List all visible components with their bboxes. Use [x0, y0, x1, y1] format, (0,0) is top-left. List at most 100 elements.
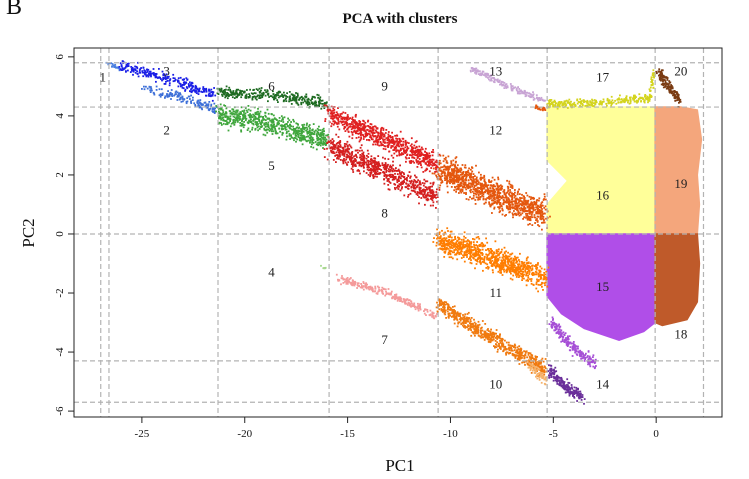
data-point — [159, 95, 162, 98]
data-point — [309, 129, 311, 132]
data-point — [516, 87, 518, 90]
data-point — [296, 96, 299, 98]
data-point — [323, 102, 326, 105]
data-point — [121, 69, 124, 71]
data-point — [330, 117, 332, 120]
data-point — [260, 119, 263, 122]
data-point — [257, 107, 259, 110]
data-point — [500, 80, 503, 83]
data-point — [518, 92, 521, 95]
data-point — [372, 169, 374, 172]
data-point — [296, 102, 299, 105]
data-point — [186, 79, 189, 81]
data-point — [350, 155, 352, 158]
data-point — [275, 125, 278, 127]
data-point — [235, 90, 238, 92]
data-point — [221, 112, 224, 115]
data-point — [229, 118, 231, 121]
data-point — [481, 254, 484, 256]
data-point — [371, 127, 373, 130]
data-point — [286, 135, 288, 138]
data-point — [196, 101, 199, 103]
data-point — [411, 154, 413, 157]
data-point — [392, 168, 395, 170]
data-point — [311, 95, 314, 98]
data-point — [330, 142, 332, 145]
data-point — [463, 166, 466, 169]
data-point — [484, 262, 487, 265]
data-point — [472, 182, 475, 185]
data-point — [294, 128, 296, 130]
data-point — [304, 100, 306, 103]
data-point — [296, 123, 299, 125]
data-point — [440, 181, 443, 184]
data-point — [459, 185, 462, 187]
data-point — [323, 138, 326, 141]
data-point — [507, 261, 509, 264]
data-point — [291, 99, 294, 102]
data-point — [167, 90, 169, 92]
data-point — [243, 113, 245, 115]
data-point — [353, 159, 355, 162]
data-point — [540, 211, 543, 214]
data-point — [447, 171, 449, 174]
data-point — [431, 172, 434, 175]
data-point — [289, 123, 292, 126]
data-point — [408, 160, 411, 163]
data-point — [377, 164, 380, 167]
data-point — [449, 236, 451, 238]
data-point — [465, 171, 468, 174]
data-point — [244, 117, 246, 120]
data-point — [490, 257, 493, 259]
data-point — [328, 109, 330, 111]
data-point — [392, 149, 395, 151]
data-point — [336, 155, 339, 157]
data-point — [299, 134, 302, 137]
data-point — [537, 272, 540, 275]
data-point — [481, 72, 484, 75]
data-point — [506, 205, 509, 208]
data-point — [343, 143, 346, 145]
data-point — [475, 263, 478, 265]
data-point — [213, 112, 216, 114]
data-point — [477, 251, 480, 253]
data-point — [347, 151, 350, 154]
data-point — [357, 122, 359, 125]
data-point — [308, 98, 310, 101]
data-point — [374, 157, 377, 160]
data-point — [360, 164, 362, 167]
data-point — [191, 81, 193, 84]
data-point — [533, 265, 536, 267]
data-point — [163, 77, 166, 80]
data-point — [389, 141, 392, 144]
data-point — [373, 167, 376, 169]
data-point — [473, 238, 476, 241]
data-point — [449, 165, 452, 167]
data-point — [490, 265, 493, 267]
data-point — [321, 128, 324, 131]
data-point — [435, 234, 438, 237]
data-point — [544, 99, 546, 102]
data-point — [211, 93, 214, 95]
data-point — [420, 193, 423, 195]
data-point — [222, 122, 225, 125]
data-point — [315, 148, 318, 151]
data-point — [457, 242, 460, 244]
data-point — [110, 62, 113, 65]
data-point — [528, 271, 531, 273]
data-point — [356, 127, 359, 130]
data-point — [353, 155, 355, 158]
data-point — [472, 241, 475, 243]
data-point — [234, 111, 237, 114]
data-point — [345, 149, 347, 151]
data-point — [504, 258, 507, 260]
data-point — [344, 130, 347, 132]
data-point — [287, 130, 290, 133]
data-point — [362, 126, 364, 128]
data-point — [445, 240, 448, 243]
data-point — [386, 139, 389, 142]
data-point — [473, 244, 476, 247]
data-point — [472, 183, 475, 186]
data-point — [224, 96, 227, 99]
data-point — [300, 96, 303, 99]
